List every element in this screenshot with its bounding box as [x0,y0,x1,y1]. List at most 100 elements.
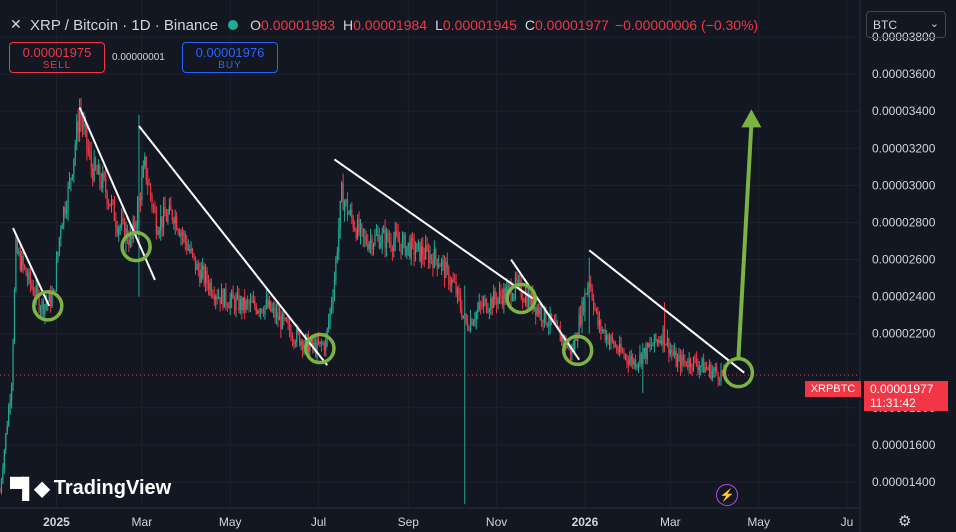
candle-body [346,199,349,215]
candle-body [2,468,4,481]
candle-body [68,179,71,186]
last-price: 0.00001977 [870,382,934,396]
candle-body [717,372,719,380]
candle-body [173,220,175,224]
candle-body [210,282,212,295]
candle-body [84,124,87,126]
candle-body [249,301,252,305]
candle-body [588,282,590,287]
candle-body [232,292,234,299]
candle-body [535,306,537,315]
candle-body [252,300,254,303]
candle-body [542,320,544,323]
symbol-title[interactable]: XRP / Bitcoin · 1D · Binance [30,16,219,34]
open-label: O [250,17,262,33]
sell-button[interactable]: 0.00001975 SELL [9,42,105,73]
candle-body [679,355,682,368]
candle-body [351,209,353,218]
candle-body [639,353,641,363]
lightning-icon[interactable]: ⚡ [716,484,738,506]
candle-body [147,180,149,185]
candle-body [290,331,292,340]
candle-body [354,227,356,230]
candle-body [523,300,525,303]
candle-body [144,156,146,166]
candle-body [462,315,464,318]
tradingview-logo[interactable]: ▀▌◆ TradingView [10,476,171,501]
trendline [78,107,156,281]
candle-body [419,241,421,261]
candle-body [58,237,60,253]
candle-body [288,322,291,332]
candle-body [672,352,674,356]
low-label: L [435,17,443,33]
candle-body [261,309,263,313]
candle-body [443,260,446,279]
candle-body [685,361,687,366]
candle-body [152,206,155,208]
candle-body [423,256,425,259]
candle-body [54,290,56,292]
sell-label: SELL [42,60,72,71]
candle-body [115,220,117,228]
candle-body [690,358,692,368]
candle-body [219,296,221,304]
candle-body [458,288,460,297]
candle-body [226,304,228,308]
candle-body [81,119,84,128]
candle-body [303,343,305,350]
candle-body [396,231,398,235]
candle-body [328,321,330,329]
candle-body [48,292,50,302]
candle-body [209,282,211,290]
candle-body [306,334,308,336]
candle-body [320,341,323,344]
marker-circle [120,230,152,263]
candle-body [358,219,360,234]
candle-body [283,313,285,320]
candle-body [393,241,395,252]
candle-body [55,259,58,291]
candle-body [569,345,572,355]
buy-label: BUY [218,60,242,71]
low-value: 0.00001945 [442,17,517,33]
candle-body [485,299,488,312]
candle-body [296,329,298,343]
candle-body [530,293,532,305]
candle-body [400,243,402,254]
buy-button[interactable]: 0.00001976 BUY [182,42,278,73]
currency-select[interactable]: BTC ⌄ [866,11,946,38]
candle-body [218,296,220,299]
candle-body [482,301,485,307]
candle-body [294,342,296,344]
candle-body [317,340,320,344]
candle-body [61,224,63,229]
candle-body [692,356,695,370]
candle-body [718,379,721,382]
close-icon[interactable]: ✕ [10,16,22,32]
candle-body [559,329,561,342]
candle-body [659,340,661,343]
candle-body [668,338,670,355]
candle-body [186,241,188,250]
gear-icon[interactable]: ⚙ [898,513,912,530]
candle-body [323,343,325,351]
candle-body [161,216,163,228]
candle-body [213,296,215,300]
candle-body [333,280,336,298]
candle-body [180,232,182,237]
candle-body [112,200,114,202]
currency-value: BTC [873,18,897,32]
candle-body [487,311,489,313]
candle-body [448,267,450,285]
candle-body [404,234,406,256]
candle-body [643,348,645,354]
candle-body [310,338,312,344]
y-axis-panel [860,0,956,532]
candle-body [367,243,369,249]
x-tick-label: Jul [311,515,326,529]
candle-body [522,297,524,301]
candle-body [478,302,480,310]
candle-body [264,305,266,314]
